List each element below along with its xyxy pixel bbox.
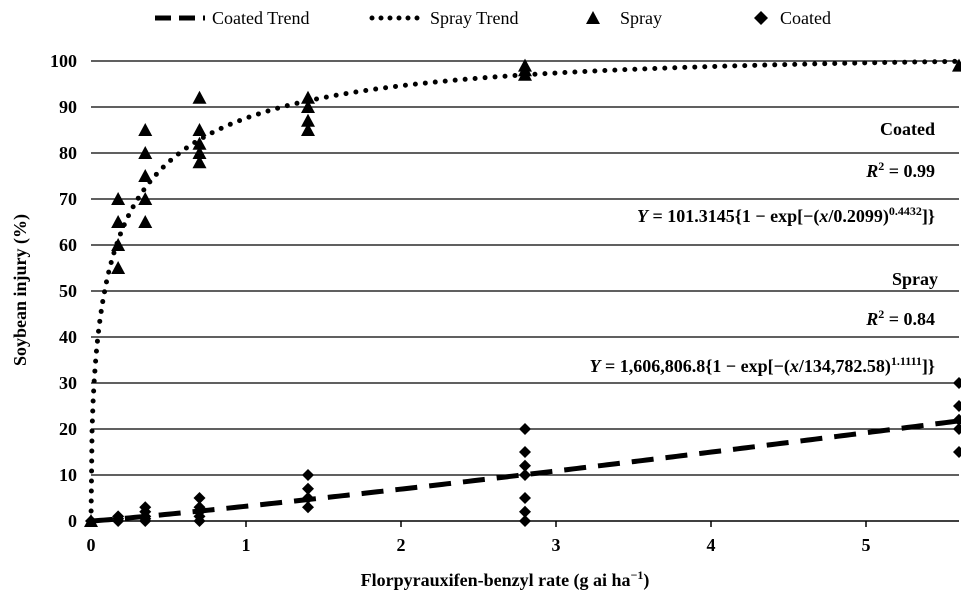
- legend-spray-label: Spray: [620, 8, 662, 28]
- y-tick-label-80: 80: [59, 143, 77, 163]
- spray-point-5: [138, 215, 153, 228]
- coated-point-24: [519, 423, 531, 435]
- x-tick-label-5: 5: [862, 535, 871, 555]
- coated-point-15: [302, 492, 314, 504]
- coated-r-squared: R2 = 0.99: [865, 159, 935, 181]
- coated-fit-equation: Y = 101.3145{1 − exp[−(x/0.2099)0.4432]}: [637, 204, 935, 227]
- spray-point-22: [952, 58, 961, 72]
- spray-point-4: [111, 192, 126, 205]
- y-tick-label-50: 50: [59, 281, 77, 301]
- spray-point-8: [138, 146, 153, 159]
- spray-r-squared: R2 = 0.84: [865, 307, 935, 329]
- spray-point-3: [111, 215, 126, 228]
- spray-point-14: [192, 90, 207, 104]
- x-axis-title: Florpyrauxifen-benzyl rate (g ai ha−1): [361, 568, 650, 591]
- spray-point-10: [192, 155, 207, 169]
- legend-coated-trend-label: Coated Trend: [212, 8, 310, 28]
- spray-point-18: [301, 90, 315, 104]
- spray-point-1: [111, 261, 126, 274]
- gridlines: [91, 60, 959, 476]
- y-axis-title: Soybean injury (%): [10, 214, 31, 366]
- y-tick-label-20: 20: [59, 419, 77, 439]
- legend-spray-marker: [586, 11, 600, 24]
- coated-point-13: [193, 492, 206, 504]
- x-tick-label-2: 2: [397, 535, 406, 555]
- spray-point-11: [192, 146, 207, 159]
- y-tick-label-60: 60: [59, 235, 77, 255]
- x-tick-label-0: 0: [87, 535, 96, 555]
- coated-point-25: [953, 446, 961, 458]
- coated-point-12: [193, 501, 206, 514]
- y-tick-label-0: 0: [68, 511, 77, 531]
- y-tick-label-30: 30: [59, 373, 77, 393]
- x-tick-label-4: 4: [707, 535, 716, 555]
- coated-trend-line: [90, 418, 960, 524]
- y-tick-label-10: 10: [59, 465, 77, 485]
- coated-fit-label: Coated: [880, 119, 935, 139]
- spray-point-21: [518, 58, 532, 72]
- legend-coated-label: Coated: [780, 8, 831, 28]
- legend-coated-marker: [754, 11, 768, 25]
- coated-point-28: [953, 400, 961, 412]
- spray-point-2: [111, 238, 126, 251]
- coated-point-0: [85, 515, 97, 527]
- x-tick-label-3: 3: [552, 535, 561, 555]
- spray-point-6: [138, 192, 153, 205]
- legend-spray-trend-label: Spray Trend: [430, 8, 519, 28]
- coated-point-14: [302, 501, 314, 514]
- coated-point-27: [953, 413, 961, 426]
- spray-point-16: [301, 113, 315, 127]
- spray-point-9: [138, 123, 153, 136]
- spray-point-13: [192, 123, 207, 136]
- spray-fit-equation: Y = 1,606,806.8{1 − exp[−(x/134,782.58)1…: [590, 354, 935, 377]
- coated-point-21: [519, 469, 531, 481]
- coated-point-19: [519, 505, 531, 518]
- tick-labels: 0 10 20 30 40 50 60 70 80 90 100 0 1 2 3 4 5: [50, 51, 871, 555]
- y-tick-label-40: 40: [59, 327, 77, 347]
- spray-point-12: [192, 136, 207, 150]
- coated-point-16: [302, 482, 314, 495]
- coated-point-18: [519, 515, 531, 527]
- spray-point-7: [138, 169, 153, 182]
- coated-point-17: [302, 469, 314, 481]
- data-points: [84, 58, 961, 527]
- coated-point-23: [519, 446, 531, 458]
- legend: Coated Trend Spray Trend Spray Coated: [155, 8, 831, 28]
- y-tick-label-90: 90: [59, 97, 77, 117]
- coated-point-20: [519, 492, 531, 504]
- spray-fit-label: Spray: [892, 269, 938, 289]
- coated-point-8: [139, 501, 152, 514]
- y-tick-label-100: 100: [50, 51, 77, 71]
- coated-point-3: [112, 510, 125, 523]
- spray-point-17: [301, 100, 315, 113]
- coated-point-29: [953, 377, 961, 389]
- y-tick-label-70: 70: [59, 189, 77, 209]
- spray-point-15: [301, 123, 315, 136]
- coated-point-26: [953, 423, 961, 435]
- x-tick-label-1: 1: [242, 535, 251, 555]
- coated-point-22: [519, 459, 531, 472]
